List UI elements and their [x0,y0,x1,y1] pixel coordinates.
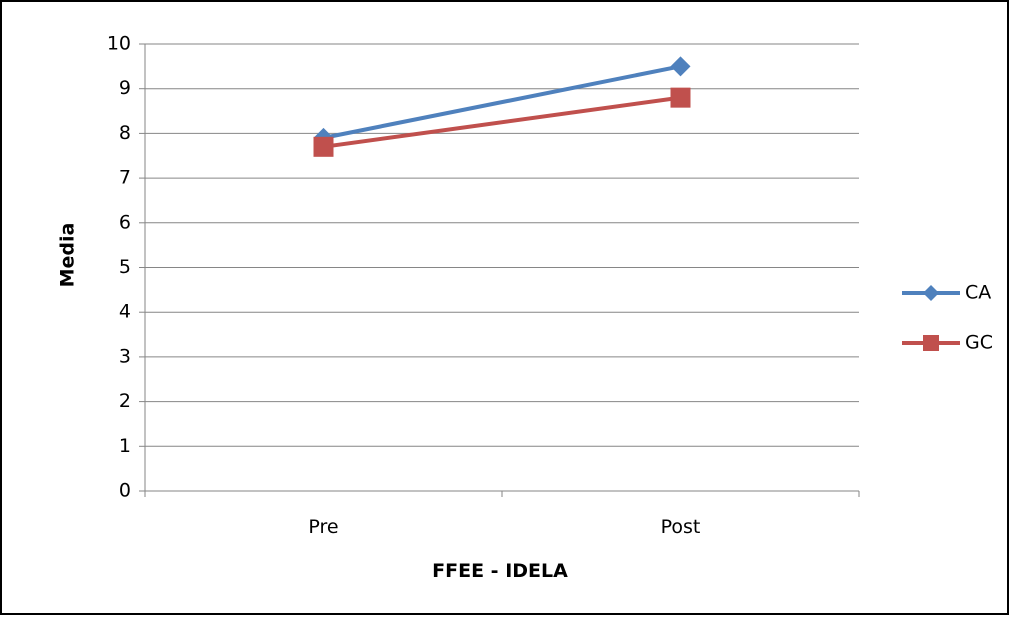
y-tick-label: 1 [119,435,131,457]
series-lines [313,56,691,157]
y-tick-label: 4 [119,301,131,323]
x-tick-labels: Pre Post [308,516,700,538]
legend-item-ca: CA [902,282,991,304]
y-tick-label: 2 [119,390,131,412]
y-tick-label: 9 [119,77,131,99]
diamond-marker [923,285,939,301]
legend-label: GC [965,332,993,354]
y-tick-label: 8 [119,122,131,144]
series-line [323,95,681,149]
y-tick-label: 3 [119,345,131,367]
legend-label: CA [965,282,991,304]
diamond-marker [670,56,691,77]
x-axis-title: FFEE - IDELA [432,560,568,582]
y-tick-label: 7 [119,167,131,189]
x-tick-label: Post [661,516,701,538]
square-marker [923,335,939,351]
square-marker [670,87,691,108]
gridlines [145,43,859,447]
axes [139,43,860,497]
y-tick-label: 0 [119,480,131,502]
y-tick-labels: 0 1 2 3 4 5 6 7 8 9 10 [107,33,131,502]
y-tick-label: 5 [119,256,131,278]
y-tick-label: 6 [119,211,131,233]
series-gc [313,87,691,157]
y-tick-label: 10 [107,33,131,55]
series-line [323,64,681,140]
y-axis-title: Media [57,223,79,288]
square-marker [313,136,334,157]
legend: CA GC [902,282,993,354]
x-tick-label: Pre [308,516,338,538]
legend-item-gc: GC [902,332,993,354]
